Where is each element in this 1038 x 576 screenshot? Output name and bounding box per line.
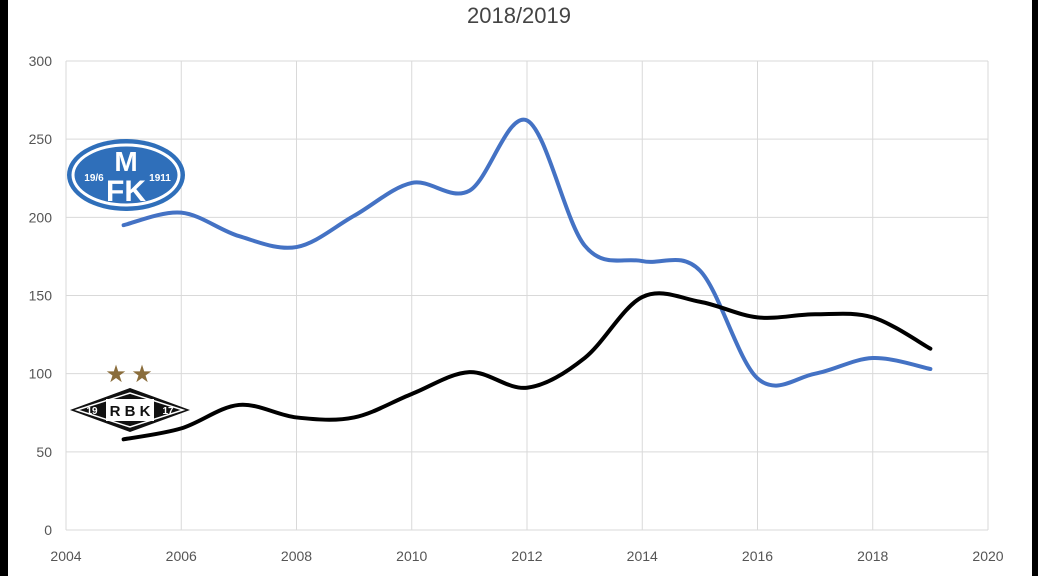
x-tick-label: 2016: [742, 548, 773, 564]
left-edge-bar: [0, 0, 8, 576]
x-tick-label: 2018: [857, 548, 888, 564]
series-group: [121, 117, 933, 442]
x-tick-label: 2006: [166, 548, 197, 564]
x-tick-label: 2008: [281, 548, 312, 564]
y-tick-label: 100: [29, 366, 53, 382]
rosenborg-logo-center: [106, 399, 154, 421]
series-line-molde: [121, 117, 933, 388]
x-tick-label: 2012: [511, 548, 542, 564]
rosenborg-logo-year-left: 19: [86, 406, 98, 417]
series-line-rosenborg: [121, 291, 933, 442]
y-tick-label: 50: [36, 444, 52, 460]
rosenborg-star-2: ★: [131, 360, 153, 388]
molde-logo: M FK 19/6 1911: [67, 139, 185, 211]
x-tick-label: 2004: [50, 548, 81, 564]
rosenborg-logo-letters: R B K: [110, 403, 151, 420]
x-tick-label: 2020: [972, 548, 1003, 564]
x-axis-labels: 2004 2006 2008 2010 2012 2014 2016 2018 2020: [50, 548, 1003, 564]
rosenborg-logo: ★ ★ R B K 19 17: [70, 360, 190, 432]
molde-logo-outer: [67, 139, 185, 211]
molde-logo-m: M: [114, 146, 137, 177]
molde-logo-fk: FK: [106, 175, 146, 208]
rosenborg-logo-year-right: 17: [162, 406, 174, 417]
x-tick-label: 2010: [396, 548, 427, 564]
molde-logo-ring: [71, 143, 181, 207]
right-edge-bar: [1032, 0, 1038, 576]
y-tick-label: 0: [44, 522, 52, 538]
grid: [65, 60, 989, 531]
x-tick-label: 2014: [627, 548, 658, 564]
y-tick-label: 200: [29, 209, 53, 225]
y-tick-label: 150: [29, 288, 53, 304]
y-axis-labels: 0 50 100 150 200 250 300: [29, 53, 53, 538]
rosenborg-logo-inner: [74, 392, 186, 428]
rosenborg-star-1: ★: [105, 360, 127, 388]
y-tick-label: 300: [29, 53, 53, 69]
chart-title: 2018/2019: [467, 3, 571, 28]
molde-logo-year-left: 19/6: [84, 173, 104, 184]
molde-logo-year-right: 1911: [149, 173, 171, 184]
y-tick-label: 250: [29, 131, 53, 147]
